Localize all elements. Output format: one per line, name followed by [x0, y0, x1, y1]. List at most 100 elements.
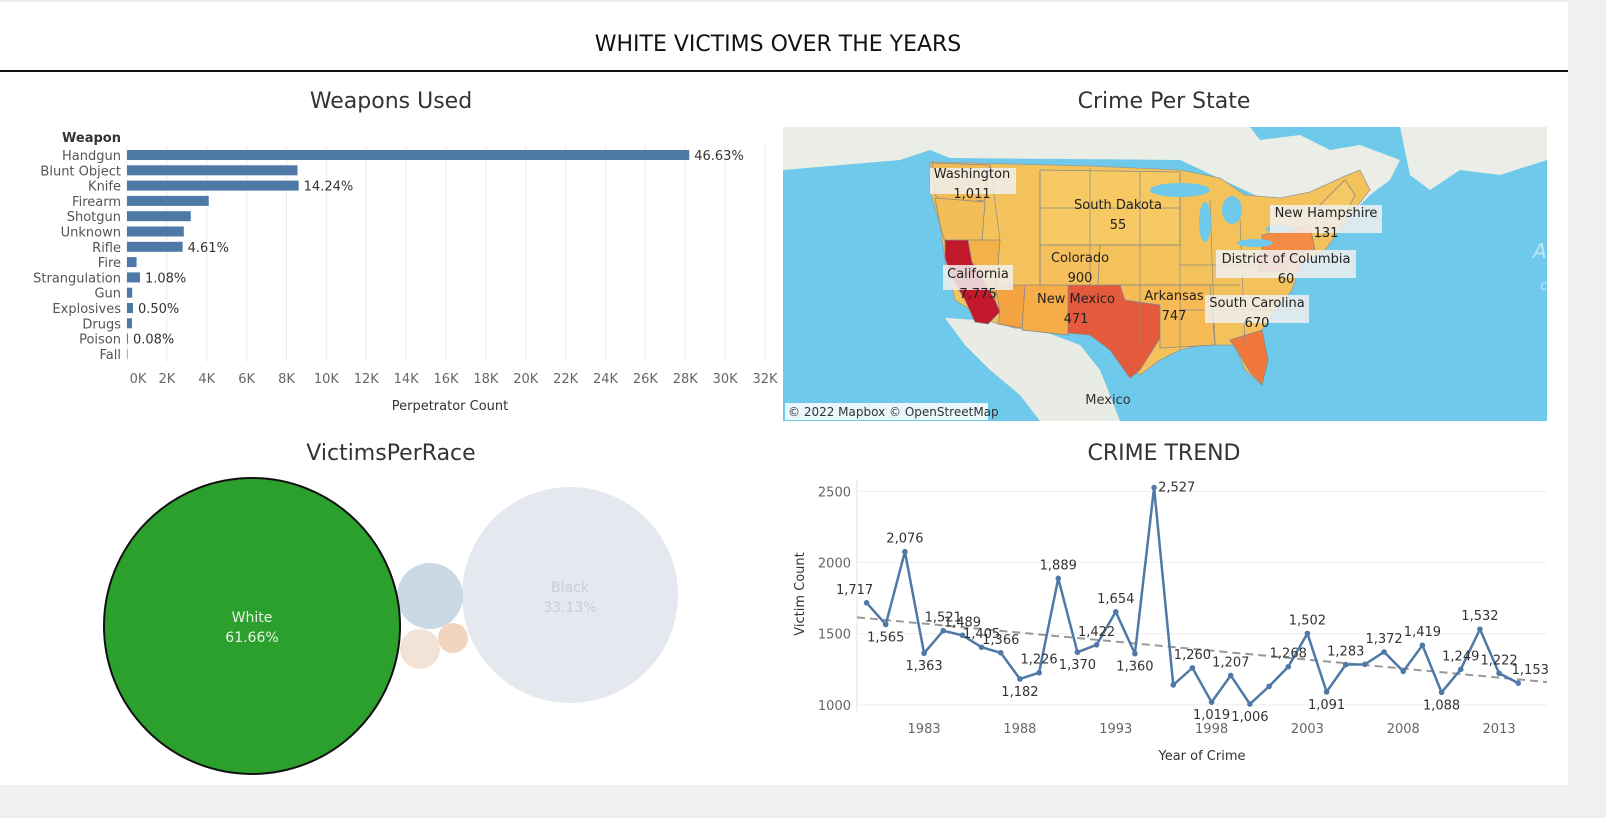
victim-count-point[interactable]	[921, 650, 927, 657]
map-edge-glyph: A	[1531, 239, 1547, 263]
victim-count-point[interactable]	[1266, 683, 1272, 690]
victim-count-point[interactable]	[863, 600, 870, 606]
weapons-x-tick-label: 16K	[433, 372, 459, 387]
weapon-bar[interactable]	[127, 348, 128, 359]
victim-count-point[interactable]	[978, 644, 985, 651]
victim-count-data-label: 1,489	[944, 615, 981, 630]
victim-count-point[interactable]	[959, 632, 966, 639]
weapons-x-tick-label: 14K	[394, 372, 420, 387]
victim-count-data-label: 1,366	[982, 633, 1019, 648]
victim-count-point[interactable]	[1227, 672, 1234, 679]
victim-count-point[interactable]	[1055, 575, 1062, 582]
weapon-bar[interactable]	[127, 257, 137, 268]
victim-count-data-label: 1,521	[925, 611, 962, 626]
state-value-label: 55	[1110, 218, 1127, 233]
victim-count-data-label: 1,717	[836, 583, 873, 598]
victim-count-point[interactable]	[1017, 676, 1023, 682]
state-name-label: South Carolina	[1209, 296, 1304, 311]
victim-count-point[interactable]	[1247, 701, 1253, 707]
map-attribution[interactable]: © 2022 Mapbox © OpenStreetMap	[788, 405, 999, 419]
victim-count-data-label: 1,268	[1270, 647, 1307, 662]
victim-count-point[interactable]	[1496, 670, 1502, 677]
victim-count-point[interactable]	[1477, 626, 1483, 632]
race-chart-title: VictimsPerRace	[306, 441, 475, 466]
victim-count-point[interactable]	[882, 621, 889, 628]
weapon-bar[interactable]	[127, 241, 183, 252]
state-region-florida[interactable]	[1229, 329, 1269, 386]
victim-count-data-label: 1,226	[1020, 653, 1057, 668]
victim-count-point[interactable]	[1151, 484, 1157, 491]
victim-count-point[interactable]	[1438, 689, 1445, 696]
state-region-arizona[interactable]	[994, 284, 1026, 329]
weapons-x-tick-label: 0K	[130, 372, 147, 387]
canada-landmass	[783, 127, 1400, 230]
victim-count-point[interactable]	[1036, 669, 1042, 676]
bubble-white[interactable]	[103, 477, 401, 775]
weapon-category-label: Fall	[100, 348, 121, 363]
weapon-bar[interactable]	[127, 211, 191, 222]
victim-count-point[interactable]	[1342, 661, 1349, 668]
weapon-data-label: 1.08%	[145, 271, 186, 286]
bubble-white-pct: 61.66%	[225, 630, 278, 646]
weapon-bar[interactable]	[127, 333, 128, 344]
trend-y-tick-label: 2500	[818, 485, 851, 500]
weapon-bar[interactable]	[127, 195, 209, 206]
victim-count-point[interactable]	[1304, 630, 1311, 637]
victim-count-point[interactable]	[1208, 699, 1215, 705]
bubble-small-peach[interactable]	[400, 629, 440, 669]
victim-count-point[interactable]	[902, 548, 908, 555]
victim-count-point[interactable]	[1323, 689, 1330, 695]
dashboard-title: WHITE VICTIMS OVER THE YEARS	[595, 32, 962, 57]
victim-count-point[interactable]	[1170, 682, 1177, 688]
state-label-box	[1216, 250, 1356, 278]
victim-count-data-label: 1,654	[1097, 592, 1134, 607]
victim-count-point[interactable]	[1285, 663, 1292, 670]
bubble-white-label: White	[232, 610, 273, 626]
victim-count-point[interactable]	[940, 627, 947, 634]
trend-x-tick-label: 1998	[1195, 722, 1228, 737]
state-label-box	[943, 265, 1013, 290]
weapon-bar[interactable]	[127, 272, 140, 283]
bubble-black[interactable]	[462, 487, 678, 703]
victim-count-data-label: 1,088	[1423, 698, 1460, 713]
victim-count-point[interactable]	[1362, 661, 1368, 668]
state-name-label: California	[947, 267, 1009, 282]
weapon-bar[interactable]	[127, 303, 133, 313]
weapon-category-label: Unknown	[61, 226, 121, 241]
victim-count-point[interactable]	[1381, 649, 1387, 655]
victim-count-point[interactable]	[1419, 642, 1426, 649]
weapon-bar[interactable]	[127, 180, 299, 191]
state-map[interactable]: Washington 1,011 South Dakota 55 New Hampshi…	[783, 127, 1547, 421]
victim-count-point[interactable]	[997, 649, 1004, 656]
victim-count-point[interactable]	[1457, 666, 1464, 673]
weapon-category-label: Fire	[98, 256, 121, 271]
weapon-bar[interactable]	[127, 150, 690, 160]
victim-count-data-label: 1,405	[963, 627, 1000, 642]
state-name-label: New Mexico	[1037, 292, 1115, 307]
weapon-bar[interactable]	[127, 226, 184, 237]
victim-count-point[interactable]	[1074, 649, 1081, 656]
weapon-category-label: Blunt Object	[40, 164, 121, 179]
victim-count-data-label: 1,006	[1231, 710, 1268, 725]
state-value-label: 471	[1064, 312, 1089, 327]
bubble-small-orange[interactable]	[438, 623, 468, 653]
victim-count-point[interactable]	[1093, 642, 1100, 648]
weapon-bar[interactable]	[127, 165, 298, 176]
weapon-bar[interactable]	[127, 318, 132, 329]
weapon-category-label: Knife	[88, 180, 121, 195]
victim-count-point[interactable]	[1189, 665, 1196, 671]
weapon-bar[interactable]	[127, 287, 133, 298]
weapons-chart-title: Weapons Used	[310, 89, 472, 114]
weapon-category-label: Firearm	[72, 195, 121, 210]
weapons-x-tick-label: 12K	[354, 372, 380, 387]
victim-count-point[interactable]	[1132, 650, 1138, 657]
state-value-label: 7,775	[959, 287, 996, 302]
victim-count-point[interactable]	[1112, 608, 1119, 615]
weapon-data-label: 4.61%	[188, 241, 229, 256]
bubble-small-blue[interactable]	[397, 563, 463, 629]
victim-count-point[interactable]	[1515, 680, 1522, 686]
victim-count-point[interactable]	[1400, 668, 1407, 675]
trend-x-tick-label: 2013	[1483, 722, 1516, 737]
